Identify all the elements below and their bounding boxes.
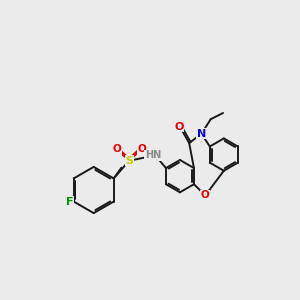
Text: F: F [66,196,74,206]
Text: O: O [201,190,210,200]
Text: O: O [175,122,184,132]
Text: N: N [197,129,206,139]
Text: O: O [112,144,121,154]
Text: HN: HN [145,150,161,160]
Text: O: O [137,144,146,154]
Text: S: S [125,156,133,166]
